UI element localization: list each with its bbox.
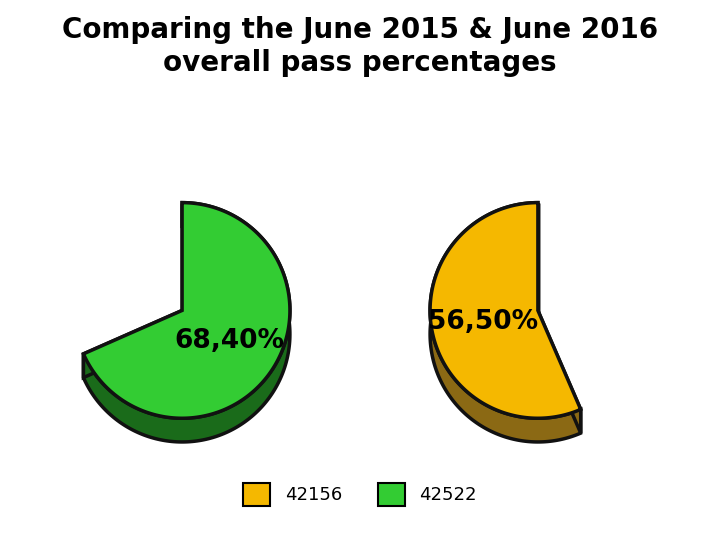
Polygon shape [430, 202, 581, 418]
Polygon shape [84, 202, 290, 418]
Text: 56,50%: 56,50% [428, 309, 538, 335]
Polygon shape [430, 202, 581, 442]
Polygon shape [538, 310, 581, 433]
Polygon shape [84, 202, 290, 442]
Text: Comparing the June 2015 & June 2016
overall pass percentages: Comparing the June 2015 & June 2016 over… [62, 16, 658, 77]
Polygon shape [84, 310, 182, 377]
Legend: 42156, 42522: 42156, 42522 [236, 476, 484, 512]
Text: 68,40%: 68,40% [174, 328, 284, 354]
